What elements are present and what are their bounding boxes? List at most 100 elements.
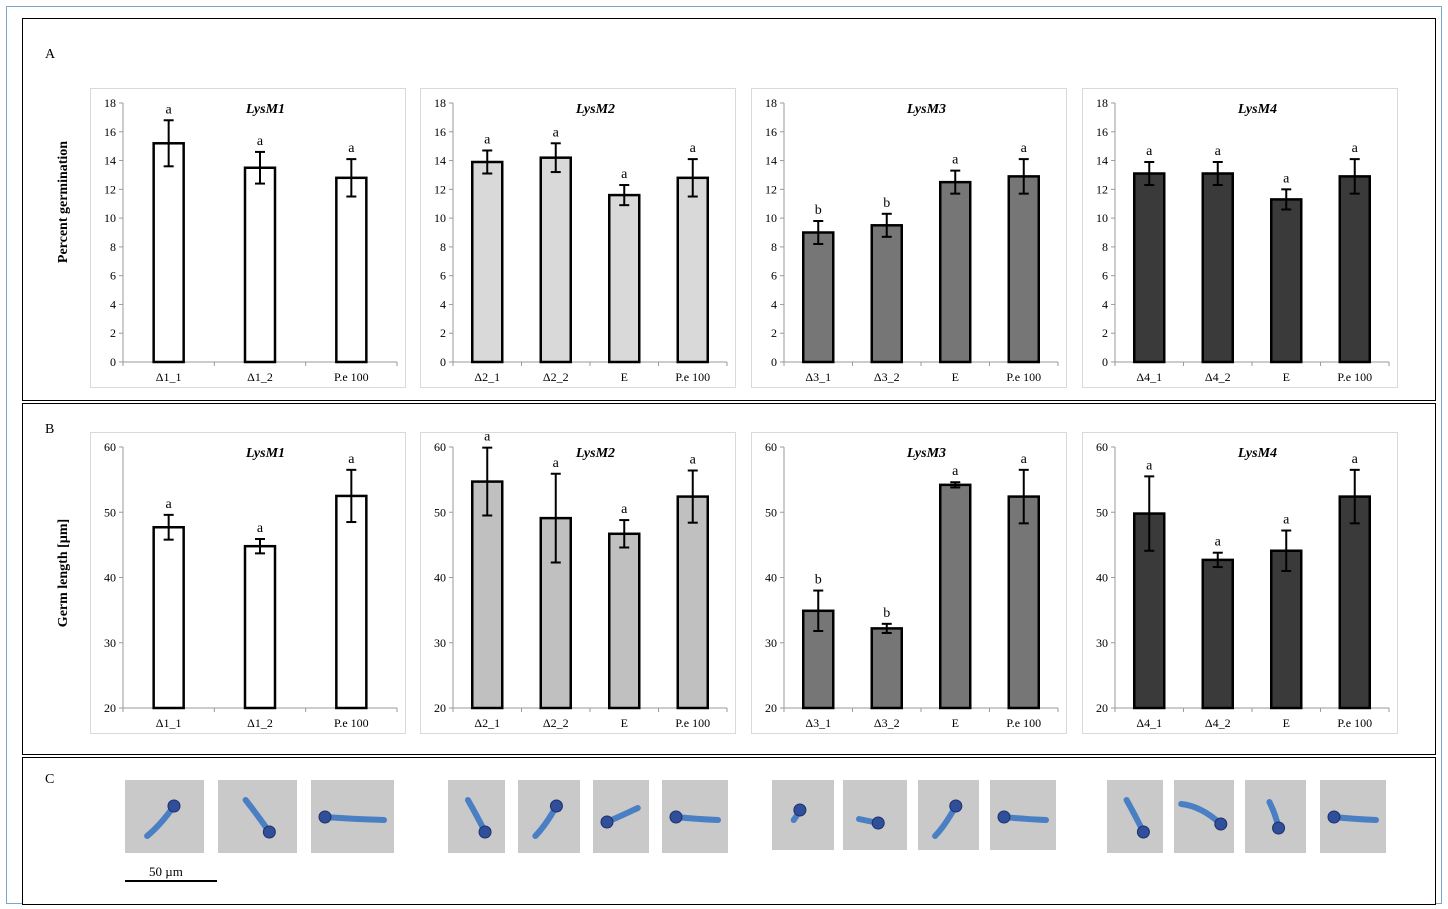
bar <box>1201 172 1234 364</box>
y-tick-label: 4 <box>110 297 116 311</box>
spore <box>871 816 885 830</box>
y-tick-label: 14 <box>104 154 116 168</box>
x-tick-label: Δ1_2 <box>247 370 273 384</box>
significance-label: b <box>815 573 822 588</box>
y-tick-label: 8 <box>771 240 777 254</box>
significance-label: a <box>1215 535 1222 550</box>
chart-panel-b-lysm1: 20 30 40 50 60 LysM1 a Δ1_1 a Δ1_2 a P.e 100 <box>90 432 406 734</box>
significance-label: a <box>348 452 355 467</box>
germ-tube <box>1178 801 1224 827</box>
x-tick-label: E <box>1283 716 1290 730</box>
y-tick-label: 50 <box>434 505 446 519</box>
y-tick-label: 16 <box>1096 125 1108 139</box>
significance-label: a <box>1146 458 1153 473</box>
spore <box>949 799 963 813</box>
scale-bar <box>125 880 217 882</box>
y-tick-label: 16 <box>104 125 116 139</box>
bar <box>802 231 835 364</box>
x-tick-label: P.e 100 <box>675 716 710 730</box>
spore <box>669 810 683 824</box>
significance-label: a <box>1021 452 1028 467</box>
microscopy-thumbnail <box>518 780 580 853</box>
bar <box>939 483 972 710</box>
chart-title: LysM2 <box>575 102 615 117</box>
y-tick-label: 8 <box>440 240 446 254</box>
y-tick-label: 30 <box>1096 636 1108 650</box>
bar <box>870 224 903 364</box>
significance-label: a <box>348 141 355 156</box>
spore <box>600 815 614 829</box>
y-tick-label: 6 <box>1102 269 1108 283</box>
significance-label: a <box>484 132 491 147</box>
y-tick-label: 0 <box>440 355 446 369</box>
x-tick-label: Δ2_1 <box>474 716 500 730</box>
y-tick-label: 4 <box>1102 297 1108 311</box>
y-tick-label: 40 <box>104 571 116 585</box>
x-tick-label: Δ3_1 <box>805 370 831 384</box>
y-tick-label: 10 <box>434 211 446 225</box>
spore <box>793 803 807 817</box>
y-tick-label: 2 <box>110 326 116 340</box>
microscopy-thumbnail <box>843 780 907 850</box>
bar <box>335 494 368 710</box>
significance-label: a <box>1215 144 1222 159</box>
bar <box>539 156 572 364</box>
microscopy-thumbnail <box>918 780 979 850</box>
x-tick-label: E <box>952 370 959 384</box>
y-tick-label: 40 <box>1096 571 1108 585</box>
microscopy-thumbnail <box>662 780 728 853</box>
x-tick-label: Δ4_2 <box>1205 716 1231 730</box>
y-tick-label: 20 <box>434 701 446 715</box>
x-tick-label: P.e 100 <box>675 370 710 384</box>
x-tick-label: P.e 100 <box>334 716 369 730</box>
y-tick-label: 30 <box>434 636 446 650</box>
y-tick-label: 50 <box>1096 505 1108 519</box>
microscopy-thumbnail <box>1107 780 1163 853</box>
y-tick-label: 16 <box>434 125 446 139</box>
y-tick-label: 12 <box>1096 182 1108 196</box>
y-tick-label: 2 <box>771 326 777 340</box>
section-a-ylabel: Percent germination <box>56 140 71 264</box>
y-tick-label: 20 <box>765 701 777 715</box>
x-tick-label: Δ2_1 <box>474 370 500 384</box>
section-b-label: B <box>45 422 55 437</box>
spore <box>1272 821 1286 835</box>
x-tick-label: Δ3_1 <box>805 716 831 730</box>
significance-label: b <box>883 196 890 211</box>
significance-label: a <box>952 464 959 479</box>
microscopy-thumbnail <box>990 780 1056 850</box>
bar <box>152 142 185 364</box>
y-tick-label: 14 <box>765 154 777 168</box>
y-tick-label: 40 <box>765 571 777 585</box>
y-tick-label: 0 <box>110 355 116 369</box>
scale-bar-label: 50 µm <box>149 864 183 879</box>
x-tick-label: Δ2_2 <box>543 370 569 384</box>
significance-label: a <box>1283 171 1290 186</box>
chart-title: LysM3 <box>906 102 946 117</box>
bar <box>243 166 277 364</box>
spore <box>1214 817 1228 831</box>
y-tick-label: 50 <box>765 505 777 519</box>
x-tick-label: Δ3_2 <box>874 716 900 730</box>
y-tick-label: 6 <box>440 269 446 283</box>
y-tick-label: 20 <box>1096 701 1108 715</box>
y-tick-label: 20 <box>104 701 116 715</box>
microscopy-thumbnail <box>311 780 394 853</box>
significance-label: a <box>690 452 697 467</box>
x-tick-label: Δ1_1 <box>156 370 182 384</box>
bar <box>1133 172 1166 364</box>
y-tick-label: 18 <box>434 96 446 110</box>
spore <box>997 810 1011 824</box>
significance-label: a <box>690 141 697 156</box>
spore <box>1136 825 1150 839</box>
x-tick-label: E <box>621 370 628 384</box>
microscopy-thumbnail <box>593 780 649 853</box>
bar <box>243 544 277 710</box>
x-tick-label: Δ4_1 <box>1136 716 1162 730</box>
y-tick-label: 10 <box>104 211 116 225</box>
significance-label: b <box>883 606 890 621</box>
significance-label: a <box>1352 452 1359 467</box>
